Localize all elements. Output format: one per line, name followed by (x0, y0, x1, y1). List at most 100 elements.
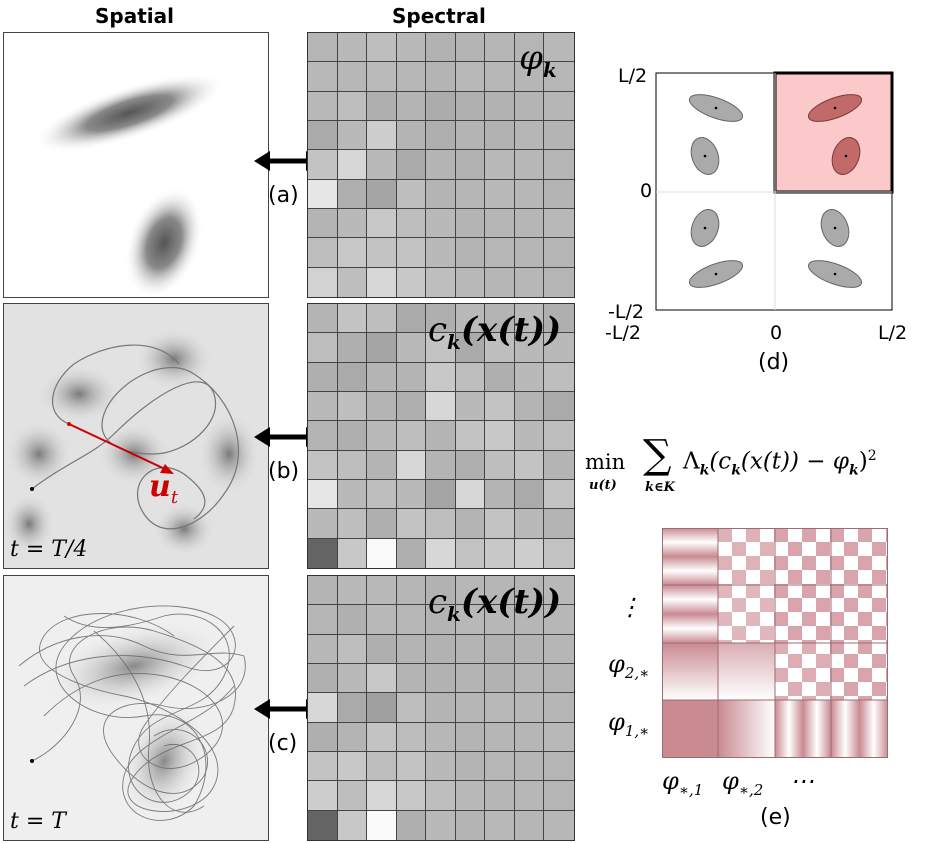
coefficient-cell (396, 810, 427, 840)
coefficient-cell (514, 810, 545, 840)
coefficient-cell (455, 634, 486, 664)
coefficient-cell (485, 450, 515, 480)
tick-y-mid: 0 (640, 180, 653, 202)
coefficient-cell (337, 362, 368, 392)
coefficient-cell (455, 91, 486, 121)
label-a: (a) (268, 183, 299, 208)
coefficient-cell (426, 576, 456, 606)
coefficient-cell (396, 664, 427, 694)
coefficient-cell (367, 605, 397, 635)
spatial-panel-a (3, 32, 269, 298)
coefficient-cell (455, 33, 486, 63)
coefficient-cell (514, 392, 545, 422)
coefficient-cell (367, 664, 397, 694)
coefficient-cell (367, 209, 397, 239)
symmetric-domain-plot (655, 71, 894, 311)
coefficient-cell (396, 179, 427, 209)
coefficient-cell (455, 752, 486, 782)
coefficient-cell (544, 450, 574, 480)
coefficient-cell (308, 509, 338, 539)
label-d: (d) (758, 350, 790, 375)
coefficient-cell (485, 121, 515, 151)
coefficient-cell (544, 664, 574, 694)
coefficient-cell (367, 634, 397, 664)
coefficient-cell (337, 722, 368, 752)
time-caption-b: t = T/4 (10, 537, 88, 562)
coefficient-cell (426, 62, 456, 92)
tick-y-top: L/2 (618, 65, 648, 87)
coefficient-cell (514, 62, 545, 92)
coefficient-cell (485, 664, 515, 694)
coefficient-cell (367, 33, 397, 63)
objective-equation: min u(t) ∑ k∈K Λk(ck(x(t)) − φk)2 (585, 432, 877, 495)
coefficient-cell (426, 267, 456, 297)
coefficient-cell (455, 450, 486, 480)
coefficient-cell (455, 209, 486, 239)
control-label: ut (149, 469, 179, 508)
col-label-2: φ∗,2 (722, 767, 764, 799)
coefficient-cell (544, 209, 574, 239)
coefficient-cell (485, 752, 515, 782)
control-arrow (68, 423, 168, 471)
coefficient-cell (367, 150, 397, 180)
coefficient-cell (367, 121, 397, 151)
coefficient-cell (544, 121, 574, 151)
coefficient-cell (308, 392, 338, 422)
coefficient-cell (396, 480, 427, 510)
coefficient-cell (396, 722, 427, 752)
col-label-1: φ∗,1 (662, 767, 704, 799)
coefficient-cell (455, 538, 486, 568)
coefficient-cell (455, 392, 486, 422)
coefficient-cell (455, 121, 486, 151)
coefficient-cell (485, 509, 515, 539)
coefficient-cell (337, 33, 368, 63)
coefficient-cell (544, 238, 574, 268)
spatial-panel-c: t = T (3, 575, 269, 841)
coefficient-cell (514, 664, 545, 694)
coefficient-cell (455, 362, 486, 392)
coefficient-cell (308, 664, 338, 694)
coefficient-cell (367, 693, 397, 723)
full-trajectory-image (4, 576, 268, 840)
coefficient-cell (514, 722, 545, 752)
coefficient-cell (396, 509, 427, 539)
coefficient-cell (308, 238, 338, 268)
panel-d: L/2 0 -L/2 -L/2 0 L/2 (d) (600, 60, 940, 375)
coefficient-cell (308, 267, 338, 297)
coefficient-cell (337, 238, 368, 268)
coefficient-cell (426, 33, 456, 63)
coefficient-cell (337, 450, 368, 480)
coefficient-cell (367, 333, 397, 363)
tick-x-left: -L/2 (605, 322, 641, 344)
coefficient-cell (308, 33, 338, 63)
coefficient-cell (308, 62, 338, 92)
coefficient-cell (544, 33, 574, 63)
coefficient-cell (514, 538, 545, 568)
coefficient-cell (337, 91, 368, 121)
coefficient-cell (514, 179, 545, 209)
coefficient-cell (396, 538, 427, 568)
coefficient-cell (396, 33, 427, 63)
tick-x-mid: 0 (770, 322, 783, 344)
coefficient-cell (514, 421, 545, 451)
tick-x-right: L/2 (878, 322, 908, 344)
coefficient-cell (308, 576, 338, 606)
coefficient-cell (367, 304, 397, 334)
row-label-1: φ1,∗ (608, 708, 650, 740)
coefficient-cell (337, 421, 368, 451)
coefficient-cell (485, 267, 515, 297)
coefficient-cell (426, 238, 456, 268)
coefficient-cell (426, 333, 456, 363)
coefficient-cell (544, 267, 574, 297)
coefficient-cell (396, 91, 427, 121)
spectral-grid-c (307, 575, 575, 841)
coefficient-cell (485, 605, 515, 635)
coefficient-cell (396, 121, 427, 151)
coefficient-cell (308, 634, 338, 664)
coefficient-cell (455, 509, 486, 539)
spectral-title-a: φk (519, 38, 557, 82)
coefficient-cell (514, 509, 545, 539)
coefficient-cell (367, 480, 397, 510)
coefficient-cell (455, 480, 486, 510)
coefficient-cell (396, 576, 427, 606)
